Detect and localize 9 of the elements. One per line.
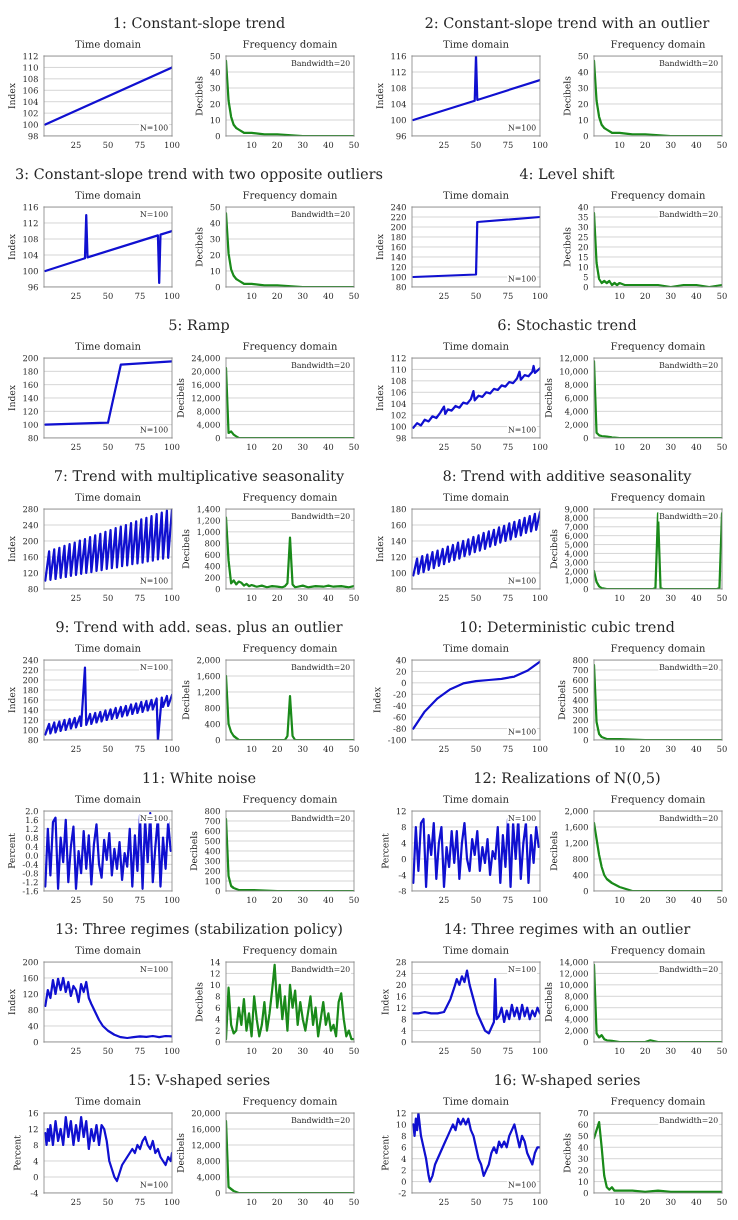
line-series [412, 969, 540, 1035]
line-series [44, 666, 172, 740]
line-series [412, 817, 540, 889]
line-series [412, 364, 540, 429]
line-series [412, 215, 540, 279]
line-series [44, 509, 172, 582]
line-series [44, 812, 172, 890]
line-series [44, 213, 172, 285]
line-series [226, 963, 354, 1041]
